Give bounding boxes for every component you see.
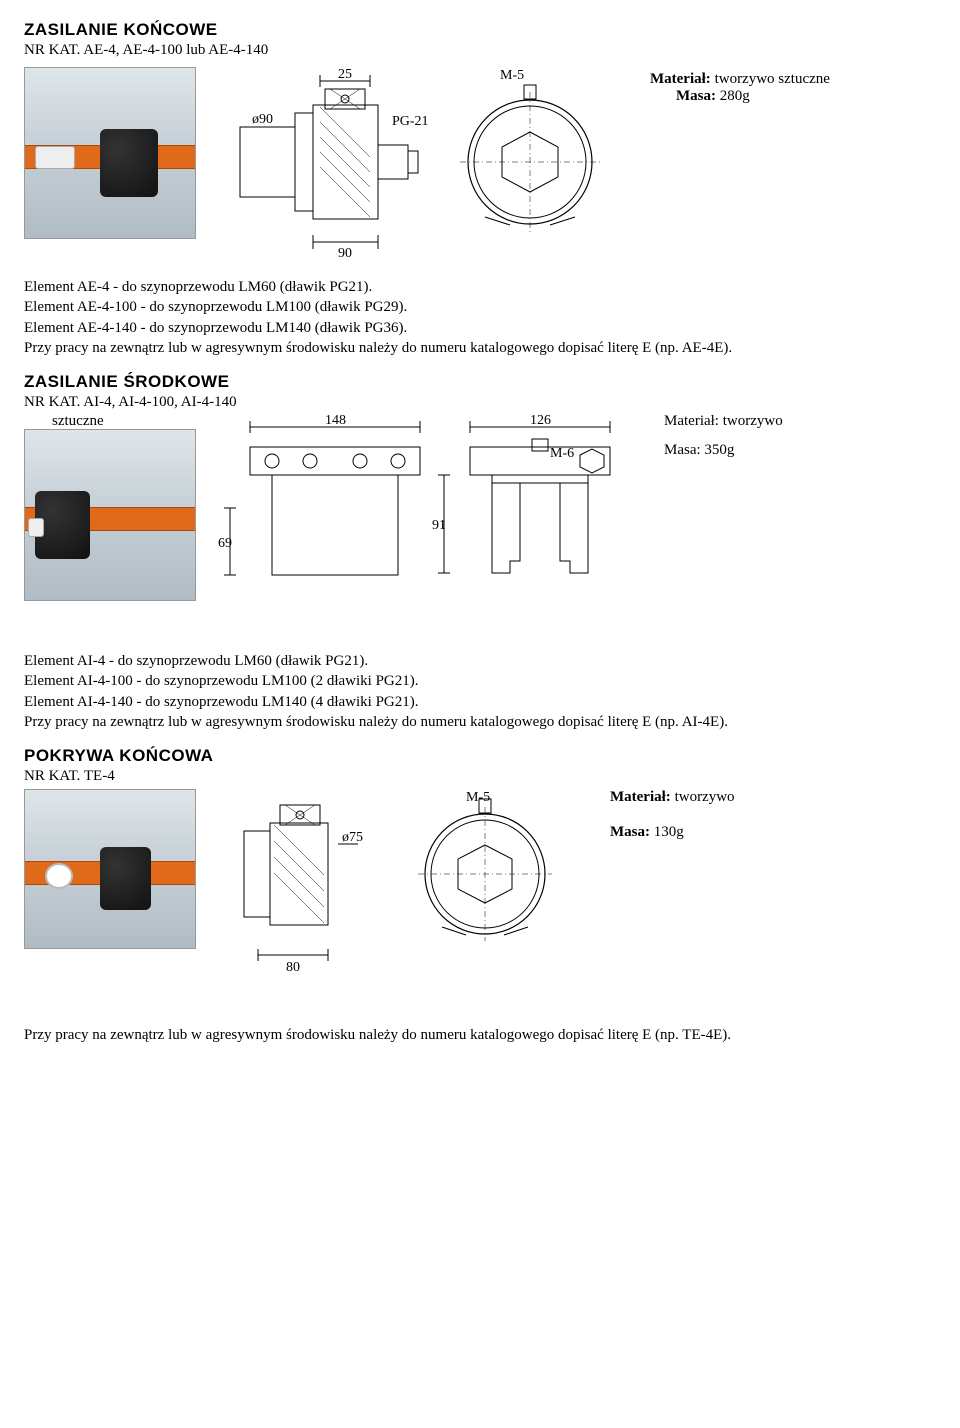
label-m5b: M-5 xyxy=(466,790,490,805)
material-label: Materiał: xyxy=(650,71,711,87)
section-end-cover: POKRYWA KOŃCOWA NR KAT. TE-4 M-5 xyxy=(24,746,936,1045)
section1-material: Materiał: tworzywo sztuczne xyxy=(650,71,830,88)
section2-meta: Materiał: tworzywo Masa: 350g xyxy=(664,413,783,623)
section1-drawing: 25 M-5 xyxy=(210,67,630,267)
dim-25: 25 xyxy=(338,67,352,82)
section3-title: POKRYWA KOŃCOWA xyxy=(24,746,936,766)
section2-drawing: 148 126 M-6 xyxy=(210,413,650,623)
dim-126: 126 xyxy=(530,413,551,428)
material-value: tworzywo xyxy=(671,789,735,805)
section3-sub: NR KAT. TE-4 xyxy=(24,768,936,785)
section1-para: Element AE-4 - do szynoprzewodu LM60 (dł… xyxy=(24,277,936,358)
cap-graphic xyxy=(100,129,158,197)
label-m5: M-5 xyxy=(500,68,524,83)
section2-para: Element AI-4 - do szynoprzewodu LM60 (dł… xyxy=(24,651,936,732)
mass-label: Masa: xyxy=(676,88,716,104)
section1-mass: Masa: 280g xyxy=(650,88,830,105)
dim-69: 69 xyxy=(218,536,232,551)
dim-o75: ø75 xyxy=(342,830,363,845)
mass-value: 130g xyxy=(650,824,684,840)
dim-148: 148 xyxy=(325,413,346,428)
cap-graphic xyxy=(100,847,151,910)
section2-photo xyxy=(24,429,196,601)
material-value: tworzywo xyxy=(719,413,783,429)
material-value: tworzywo sztuczne xyxy=(711,71,830,87)
label-m6: M-6 xyxy=(550,446,574,461)
sztuczne-text: sztuczne xyxy=(24,413,196,429)
section-mid-feed: ZASILANIE ŚRODKOWE NR KAT. AI-4, AI-4-10… xyxy=(24,372,936,732)
section1-figure-row: 25 M-5 xyxy=(24,67,936,267)
section3-material: Materiał: tworzywo xyxy=(610,789,735,806)
dim-80: 80 xyxy=(286,960,300,975)
section-end-feed: ZASILANIE KOŃCOWE NR KAT. AE-4, AE-4-100… xyxy=(24,20,936,358)
section3-drawing: M-5 ø75 xyxy=(210,789,590,989)
section1-photo xyxy=(24,67,196,239)
section3-meta: Materiał: tworzywo Masa: 130g xyxy=(610,789,735,841)
section2-material: Materiał: tworzywo xyxy=(664,413,783,430)
nozzle-graphic xyxy=(35,146,74,168)
section2-title: ZASILANIE ŚRODKOWE xyxy=(24,372,936,392)
section3-para: Przy pracy na zewnątrz lub w agresywnym … xyxy=(24,1025,936,1045)
mass-value: 350g xyxy=(701,442,735,458)
section2-mass: Masa: 350g xyxy=(664,442,783,459)
material-label: Materiał: xyxy=(664,413,719,429)
nozzle-graphic xyxy=(28,518,44,537)
section3-figure-row: M-5 ø75 xyxy=(24,789,936,989)
mass-value: 280g xyxy=(716,88,750,104)
hole-graphic xyxy=(45,863,73,889)
label-pg21: PG-21 xyxy=(392,114,429,129)
dim-o90: ø90 xyxy=(252,112,273,127)
section3-mass: Masa: 130g xyxy=(610,824,735,841)
section1-meta: Materiał: tworzywo sztuczne Masa: 280g xyxy=(650,67,830,105)
material-label: Materiał: xyxy=(610,789,671,805)
section3-photo xyxy=(24,789,196,949)
dim-90: 90 xyxy=(338,246,352,261)
section1-sub: NR KAT. AE-4, AE-4-100 lub AE-4-140 xyxy=(24,42,936,59)
section1-title: ZASILANIE KOŃCOWE xyxy=(24,20,936,40)
section2-figure-row: sztuczne 148 126 xyxy=(24,413,936,623)
section2-sub: NR KAT. AI-4, AI-4-100, AI-4-140 xyxy=(24,394,936,411)
mass-label: Masa: xyxy=(610,824,650,840)
mass-label: Masa: xyxy=(664,442,701,458)
dim-91: 91 xyxy=(432,518,446,533)
